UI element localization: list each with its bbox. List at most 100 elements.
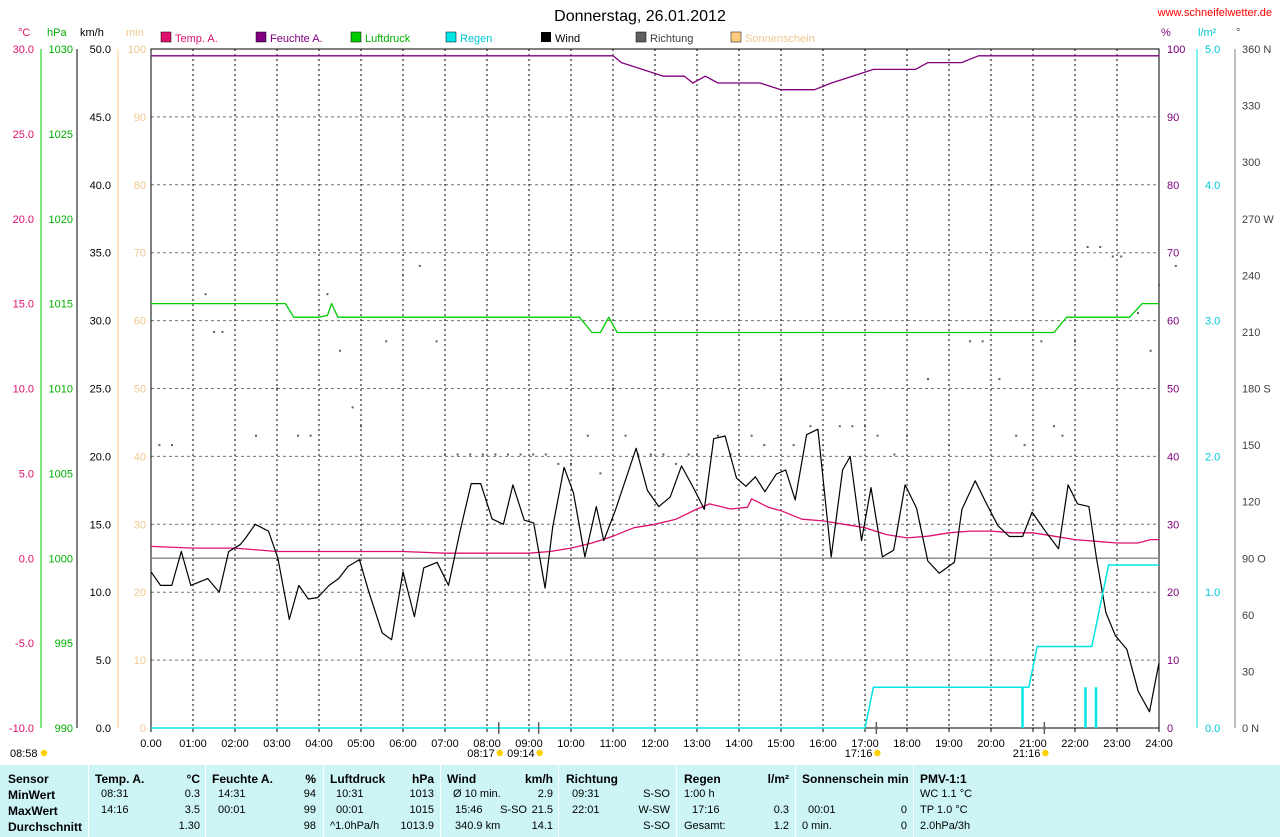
x-tick-label: 04:00 [305, 738, 333, 750]
series-luftdruck-line [151, 302, 1159, 334]
temp-axis-label: 0.0 [19, 553, 34, 565]
x-tick-label: 17:00 [851, 738, 879, 750]
direction-point [1061, 434, 1064, 437]
stats-humidity-max-time: 00:01 [218, 804, 246, 816]
direction-point [998, 378, 1001, 381]
legend-swatch-direction [635, 31, 647, 43]
wind-axis-label: 15.0 [90, 519, 111, 531]
x-tick-label: 11:00 [600, 738, 627, 750]
wind-axis-label: 35.0 [90, 248, 111, 260]
stats-pmv-title: PMV-1:1 [920, 772, 967, 786]
legend-swatch-wind [541, 32, 551, 42]
stats-temp-max-time: 14:16 [101, 804, 129, 816]
stats-pmv-col: PMV-1:1 WC 1.1 °C TP 1.0 °C 2.0hPa/3h [920, 765, 1040, 837]
direction-point [612, 387, 614, 390]
legend-swatch-rain [445, 31, 457, 43]
temp-axis-label: 10.0 [13, 384, 34, 396]
weather-chart: Donnerstag, 26.01.2012 www.schneifelwett… [9, 7, 1274, 760]
x-tick-label: 09:00 [515, 738, 543, 750]
sun-events: 08:17 09:14 17:16 21:16 08:58 [10, 722, 1049, 760]
website-link[interactable]: www.schneifelwetter.de [1157, 7, 1272, 19]
series-temp-a-line [150, 498, 1159, 554]
direction-point [981, 340, 984, 343]
humidity-axis-label: 30 [1167, 519, 1179, 531]
direction-point [276, 387, 278, 390]
stats-humidity-unit: % [305, 772, 316, 786]
direction-point [649, 453, 652, 456]
grid [150, 48, 1160, 732]
legend-humidity: Feuchte A. [270, 33, 323, 45]
stats-pressure-title: Luftdruck [330, 772, 386, 786]
wind-axis-label: 10.0 [90, 587, 111, 599]
legend-swatch-temp [160, 31, 172, 43]
direction-axis-label: 120 [1242, 497, 1260, 509]
stats-pmv-windchill: WC 1.1 °C [920, 788, 973, 800]
sunshine-axis-label: 70 [134, 248, 146, 260]
stats-direction-min-val: S-SO [643, 788, 670, 800]
stats-row-avg: Durchschnitt [8, 820, 83, 834]
direction-point [435, 340, 438, 343]
humidity-axis-label: 10 [1167, 655, 1179, 667]
direction-point [948, 444, 950, 447]
sunshine-axis-label: 100 [128, 44, 146, 56]
x-tick-label: 21:00 [1019, 738, 1047, 750]
x-tick-label: 03:00 [263, 738, 291, 750]
stats-pressure-avg-val: 1013.9 [400, 820, 434, 832]
stats-wind-avg10-label: Ø 10 min. [453, 788, 501, 800]
stats-temp-avg-val: 1.30 [178, 820, 200, 832]
stats-direction-max-time: 22:01 [572, 804, 600, 816]
pressure-axis-label: 1000 [49, 553, 73, 565]
direction-point [418, 264, 421, 267]
chart-title: Donnerstag, 26.01.2012 [554, 8, 726, 25]
direction-point [927, 378, 929, 381]
x-tick-label: 07:00 [431, 738, 459, 750]
stats-sunshine-max-time: 00:01 [808, 804, 836, 816]
sun-event-label: 08:17 [467, 748, 495, 760]
stats-rain-max-val: 0.3 [773, 804, 789, 816]
direction-point [809, 425, 812, 428]
direction-axis-label: 30 [1242, 666, 1254, 678]
stats-rain-unit: l/m² [767, 772, 789, 786]
sun-event-icon [496, 749, 503, 757]
temp-axis-label: -5.0 [15, 638, 34, 650]
direction-axis-label: 270 W [1242, 214, 1274, 226]
legend: Temp. A. Feuchte A. Luftdruck Regen Wind… [160, 31, 815, 45]
direction-point [1053, 425, 1055, 428]
stats-wind-distance: 340.9 km [455, 820, 501, 832]
direction-point [158, 444, 161, 447]
stats-wind-max-val: 21.5 [531, 804, 553, 816]
pressure-axis-label: 1005 [49, 468, 73, 480]
direction-point [1074, 340, 1076, 343]
wind-axis-label: 20.0 [90, 451, 111, 463]
wind-axis-label: 45.0 [90, 112, 111, 124]
stats-wind-col: Wind km/h Ø 10 min. 2.9 15:46 S-SO 21.5 … [447, 765, 553, 837]
legend-rain: Regen [460, 33, 492, 45]
direction-axis-label: 180 S [1242, 384, 1271, 396]
x-tick-label: 05:00 [347, 738, 375, 750]
x-tick-label: 24:00 [1145, 738, 1173, 750]
humidity-axis-label: 50 [1167, 384, 1179, 396]
direction-point [696, 453, 698, 456]
x-tick-label: 13:00 [683, 738, 711, 750]
stats-sunshine-title: Sonnenschein min [802, 772, 909, 786]
stats-sunshine-total-val: 0 [900, 820, 907, 832]
unit-sunshine: min [126, 27, 144, 39]
direction-point [444, 453, 446, 456]
temp-axis-label: 20.0 [13, 214, 34, 226]
sunshine-axis-label: 50 [134, 384, 146, 396]
direction-point [675, 462, 677, 465]
humidity-axis-label: 70 [1167, 248, 1179, 260]
stats-pmv-pressure-trend: 2.0hPa/3h [920, 820, 971, 832]
left-marker-label: 08:58 [10, 748, 38, 760]
direction-point [1023, 444, 1026, 447]
humidity-axis-label: 60 [1167, 316, 1179, 328]
pressure-axis-label: 990 [55, 723, 73, 735]
rain-axis-label: 5.0 [1205, 44, 1220, 56]
direction-point [532, 453, 535, 456]
humidity-axis-label: 0 [1167, 723, 1173, 735]
direction-point [906, 434, 908, 437]
direction-axis-label: 0 N [1242, 723, 1259, 735]
legend-pressure: Luftdruck [365, 33, 411, 45]
direction-point [339, 349, 341, 352]
stats-wind-avg-val: 14.1 [531, 820, 553, 832]
